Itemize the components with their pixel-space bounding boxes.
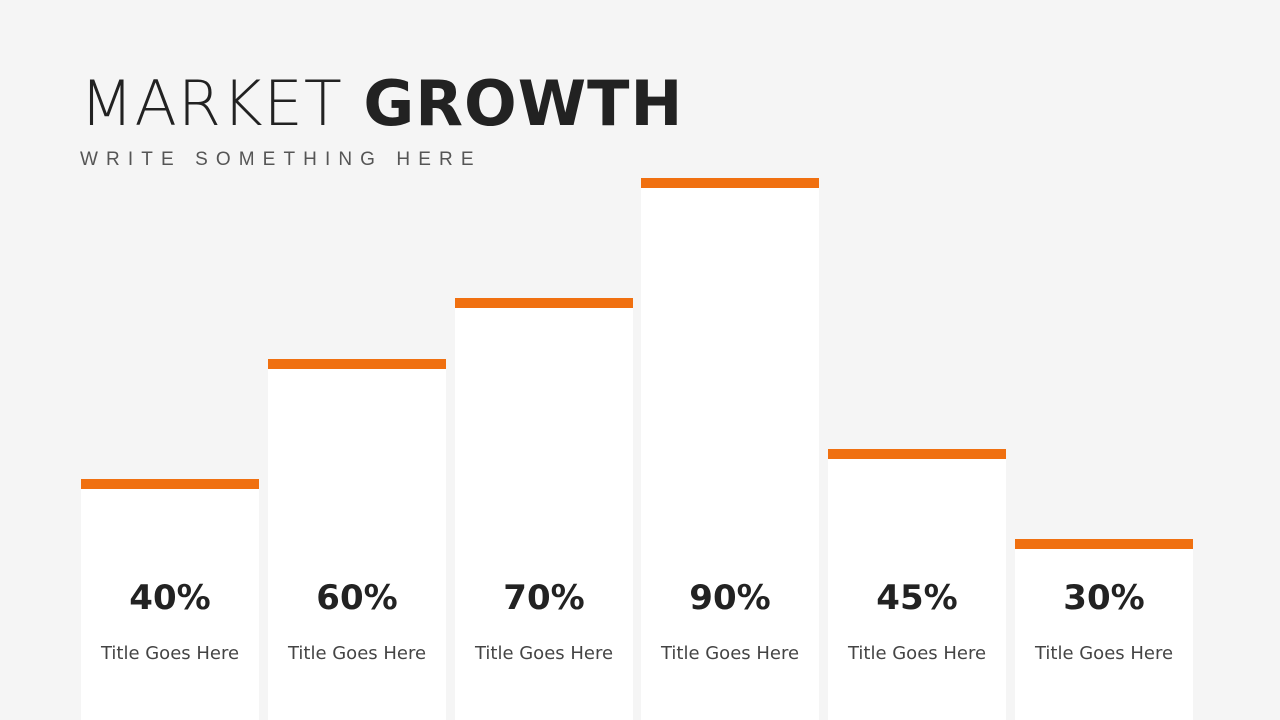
bar-category-label: Title Goes Here: [847, 643, 987, 664]
bar-accent-cap: [641, 178, 819, 188]
bar-accent-cap: [1015, 539, 1193, 549]
bar-value-label: 40%: [129, 578, 211, 618]
bar-value-label: 60%: [316, 578, 398, 618]
bar-category-label: Title Goes Here: [474, 643, 614, 664]
bar-category-label: Title Goes Here: [287, 643, 427, 664]
bar: [455, 298, 633, 720]
bar-value-label: 45%: [876, 578, 958, 618]
bar-value-label: 70%: [503, 578, 585, 618]
bar-category-label: Title Goes Here: [660, 643, 800, 664]
bar: [1015, 539, 1193, 720]
bar: [268, 359, 446, 720]
bar-accent-cap: [455, 298, 633, 308]
bar: [828, 449, 1006, 720]
bar-value-label: 30%: [1063, 578, 1145, 618]
title-bold: GROWTH: [363, 67, 684, 140]
title-light: MARKET: [80, 67, 343, 140]
bar-value-label: 90%: [689, 578, 771, 618]
bar: [641, 178, 819, 720]
bar-accent-cap: [81, 479, 259, 489]
bar-accent-cap: [828, 449, 1006, 459]
page-title: MARKET GROWTH: [80, 68, 683, 140]
bar-category-label: Title Goes Here: [1034, 643, 1174, 664]
bar-category-label: Title Goes Here: [100, 643, 240, 664]
subtitle: WRITE SOMETHING HERE: [80, 149, 482, 170]
bar-accent-cap: [268, 359, 446, 369]
bar: [81, 479, 259, 720]
